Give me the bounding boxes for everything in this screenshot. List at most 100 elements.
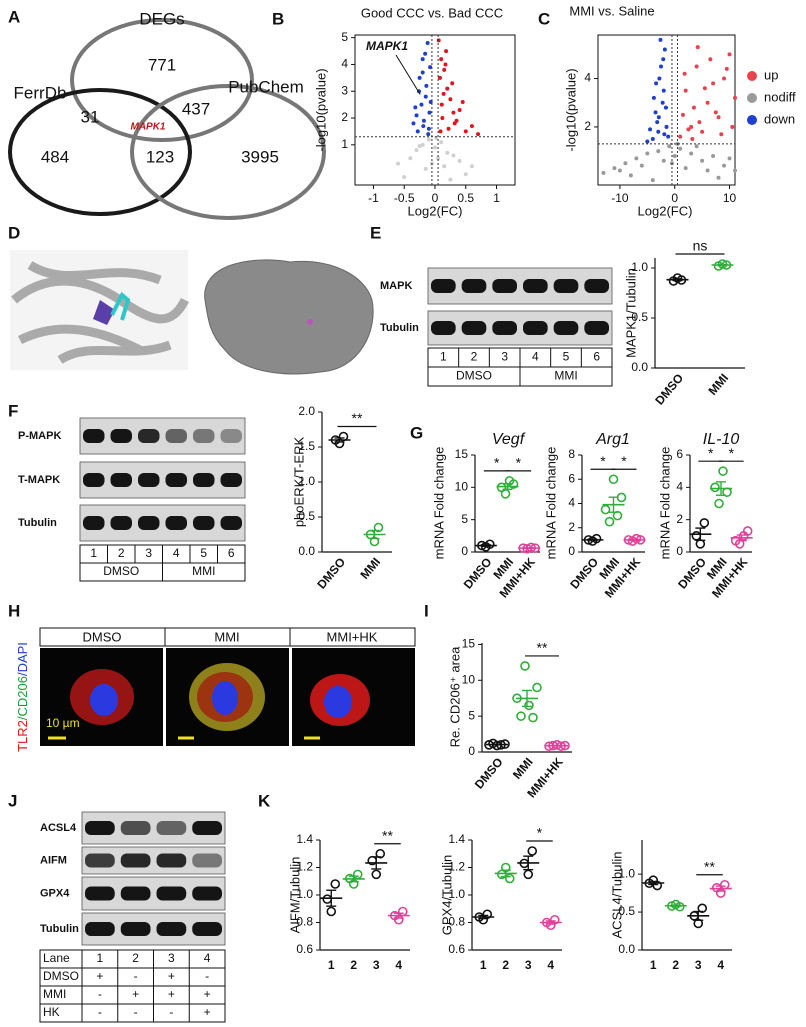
point: [664, 124, 669, 129]
point: [411, 121, 416, 126]
point: [426, 132, 431, 137]
table-cell: +: [168, 969, 175, 983]
y-axis-label: mRNA Fold change: [543, 447, 558, 560]
band: [83, 473, 105, 487]
y-tick-label: 0: [568, 544, 575, 558]
x-tick-label: 2: [350, 958, 357, 972]
band: [553, 279, 579, 293]
point: [705, 168, 710, 173]
y-tick-label: 15: [455, 447, 469, 461]
point: [623, 161, 628, 166]
point: [651, 95, 656, 100]
point: [695, 45, 700, 50]
band: [120, 821, 151, 835]
point: [408, 156, 413, 161]
point: [722, 163, 727, 168]
table-cell: +: [204, 987, 211, 1001]
y-tick-label: 6: [676, 447, 683, 461]
point: [457, 108, 462, 112]
point: [694, 144, 699, 149]
group-label: DMSO: [456, 369, 492, 383]
count: 31: [81, 107, 100, 126]
y-tick-label: 2: [584, 119, 591, 133]
band: [165, 516, 187, 530]
point: [682, 71, 687, 76]
point: [352, 869, 363, 880]
stain-part: /DAPI: [15, 642, 30, 676]
point: [375, 848, 386, 859]
band: [492, 321, 517, 335]
point: [402, 174, 407, 179]
legend-label: down: [764, 111, 795, 126]
y-tick-label: 2: [676, 512, 683, 526]
point: [690, 137, 695, 142]
y-tick-label: 3: [341, 83, 348, 97]
point: [631, 533, 642, 544]
significance-label: *: [621, 453, 627, 469]
lane-number: 4: [173, 546, 180, 560]
lane-number: 4: [532, 350, 539, 364]
point: [452, 121, 457, 126]
point: [661, 158, 666, 163]
point: [608, 474, 619, 485]
y-tick-label: 5: [468, 708, 475, 722]
point: [532, 682, 542, 693]
table-cell: 3: [168, 951, 175, 965]
x-axis-label: Log2(FC): [638, 203, 693, 218]
point: [427, 110, 432, 115]
point: [700, 129, 705, 134]
y-tick-label: 1.5: [298, 439, 315, 453]
x-tick-label: 0: [671, 191, 678, 205]
y-tick-label: 1.0: [618, 866, 635, 880]
panel-label: D: [8, 223, 20, 242]
band: [192, 853, 222, 868]
point: [734, 539, 745, 549]
point: [680, 112, 685, 117]
plot-frame: [354, 34, 516, 186]
point: [396, 161, 401, 166]
point: [699, 518, 710, 528]
panel-label: K: [258, 791, 271, 810]
band: [110, 473, 132, 487]
point: [421, 124, 426, 129]
point: [705, 100, 710, 105]
x-tick-label: 0: [432, 191, 439, 205]
legend-label: up: [764, 67, 778, 82]
lane-number: 5: [200, 546, 207, 560]
table-cell: 4: [204, 951, 211, 965]
table-cell: -: [169, 1005, 173, 1019]
point: [330, 879, 341, 889]
point: [711, 153, 716, 158]
point: [414, 148, 419, 153]
point: [617, 168, 622, 173]
y-tick-label: 0.0: [618, 942, 635, 956]
point: [463, 172, 468, 177]
micrographs: DMSO MMI MMI+HK 10 µm TLR2/CD206/DAPI: [15, 627, 416, 752]
point: [450, 81, 455, 86]
point: [420, 57, 425, 62]
point: [520, 661, 530, 671]
significance-label: *: [537, 825, 543, 841]
panel-label: F: [8, 401, 18, 420]
point: [661, 88, 666, 93]
y-axis-label: GPX4/Tubulin: [439, 855, 454, 935]
point: [463, 129, 468, 134]
y-tick-label: 0: [461, 544, 468, 558]
venn-circle: [8, 88, 192, 216]
significance-label: ns: [693, 238, 708, 254]
point: [639, 163, 644, 168]
x-tick-label: 1: [480, 958, 487, 972]
point: [733, 168, 737, 173]
band: [120, 886, 151, 901]
y-tick-label: 10: [455, 480, 469, 494]
band: [85, 853, 115, 868]
point: [439, 102, 444, 107]
table-cell: +: [96, 969, 103, 983]
y-tick-label: 15: [462, 637, 476, 651]
point: [460, 99, 465, 104]
point: [683, 166, 688, 171]
point: [628, 173, 633, 178]
x-tick-label: DMSO: [472, 755, 506, 792]
point: [648, 127, 653, 132]
